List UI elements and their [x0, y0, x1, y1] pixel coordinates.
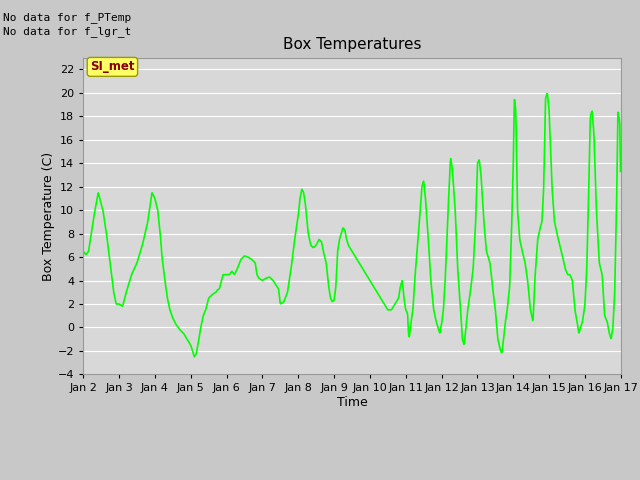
Title: Box Temperatures: Box Temperatures: [283, 37, 421, 52]
Text: No data for f_PTemp: No data for f_PTemp: [3, 12, 131, 23]
Y-axis label: Box Temperature (C): Box Temperature (C): [42, 151, 55, 281]
Text: No data for f_lgr_t: No data for f_lgr_t: [3, 26, 131, 37]
Text: SI_met: SI_met: [90, 60, 134, 73]
X-axis label: Time: Time: [337, 396, 367, 409]
